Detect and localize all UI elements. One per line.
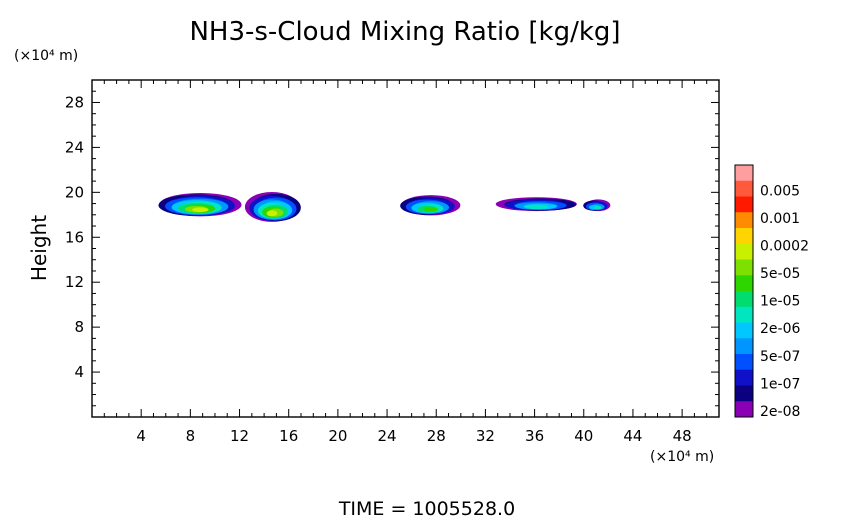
plot-area	[91, 79, 720, 418]
x-tick-label: 16	[279, 427, 298, 445]
x-tick-label: 36	[525, 427, 544, 445]
colorbar-label: 5e-07	[760, 349, 800, 365]
y-tick-label: 4	[74, 363, 84, 381]
y-axis-ticks: 4 8 12 16 20 24 28	[65, 90, 719, 407]
x-axis-ticks: 4 8 12 16 20 24 28 32 36 40 44 48	[103, 80, 708, 445]
x-tick-label: 40	[574, 427, 593, 445]
colorbar: 0.005 0.001 0.0002 5e-05 1e-05 2e-06 5e-07 1e-0…	[734, 164, 809, 420]
cloud-contour	[594, 205, 602, 210]
cloud-blob	[583, 199, 611, 212]
x-tick-label: 48	[673, 427, 692, 445]
x-tick-label: 20	[328, 427, 347, 445]
colorbar-label: 0.001	[760, 211, 800, 227]
cloud-blob	[495, 197, 577, 212]
colorbar-swatch	[735, 338, 753, 355]
x-tick-label: 32	[476, 427, 495, 445]
cloud-contour	[266, 210, 278, 217]
chart-title: NH3-s-Cloud Mixing Ratio [kg/kg]	[189, 17, 620, 47]
cloud-field	[158, 191, 611, 222]
colorbar-swatch	[735, 275, 753, 292]
colorbar-swatch	[735, 196, 753, 213]
colorbar-swatch	[735, 306, 753, 323]
colorbar-label: 0.0002	[760, 239, 809, 255]
y-unit-label: (×10⁴ m)	[14, 48, 78, 64]
x-tick-label: 12	[230, 427, 249, 445]
cloud-blob	[400, 195, 461, 216]
y-tick-label: 28	[65, 93, 84, 111]
colorbar-swatch	[735, 228, 753, 245]
colorbar-label: 5e-05	[760, 266, 800, 282]
x-tick-label: 44	[623, 427, 642, 445]
time-footer: TIME = 1005528.0	[338, 498, 515, 519]
colorbar-swatch	[735, 165, 753, 182]
colorbar-swatch	[735, 212, 753, 229]
x-tick-label: 28	[427, 427, 446, 445]
y-tick-label: 12	[65, 273, 84, 291]
colorbar-label: 1e-07	[760, 376, 800, 392]
colorbar-label: 2e-08	[760, 404, 800, 420]
colorbar-swatch	[735, 180, 753, 197]
colorbar-frame	[734, 164, 754, 418]
x-tick-label: 24	[378, 427, 397, 445]
colorbar-label: 0.005	[760, 184, 800, 200]
cloud-blob	[158, 192, 242, 217]
cloud-contour	[192, 207, 209, 213]
colorbar-swatch	[735, 354, 753, 371]
x-tick-label: 8	[186, 427, 196, 445]
x-tick-label: 4	[136, 427, 146, 445]
y-tick-label: 20	[65, 183, 84, 201]
y-tick-label: 8	[74, 318, 84, 336]
x-unit-label: (×10⁴ m)	[650, 449, 714, 465]
colorbar-swatch	[735, 385, 753, 402]
cloud-blob	[244, 191, 301, 222]
colorbar-swatch	[735, 291, 753, 308]
cloud-contour	[423, 207, 438, 212]
colorbar-swatch	[735, 322, 753, 339]
y-axis-label: Height	[27, 215, 51, 281]
colorbar-swatch	[735, 369, 753, 386]
colorbar-label: 1e-05	[760, 294, 800, 310]
y-tick-label: 16	[65, 228, 84, 246]
colorbar-swatch	[735, 243, 753, 260]
colorbar-swatch	[735, 401, 753, 418]
colorbar-swatch	[735, 259, 753, 276]
y-tick-label: 24	[65, 138, 84, 156]
cloud-contour	[524, 204, 549, 209]
colorbar-label: 2e-06	[760, 321, 800, 337]
